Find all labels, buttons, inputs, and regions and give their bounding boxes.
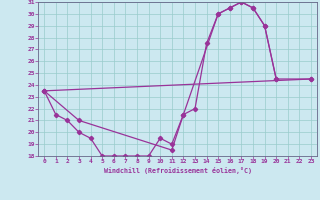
X-axis label: Windchill (Refroidissement éolien,°C): Windchill (Refroidissement éolien,°C) bbox=[104, 167, 252, 174]
